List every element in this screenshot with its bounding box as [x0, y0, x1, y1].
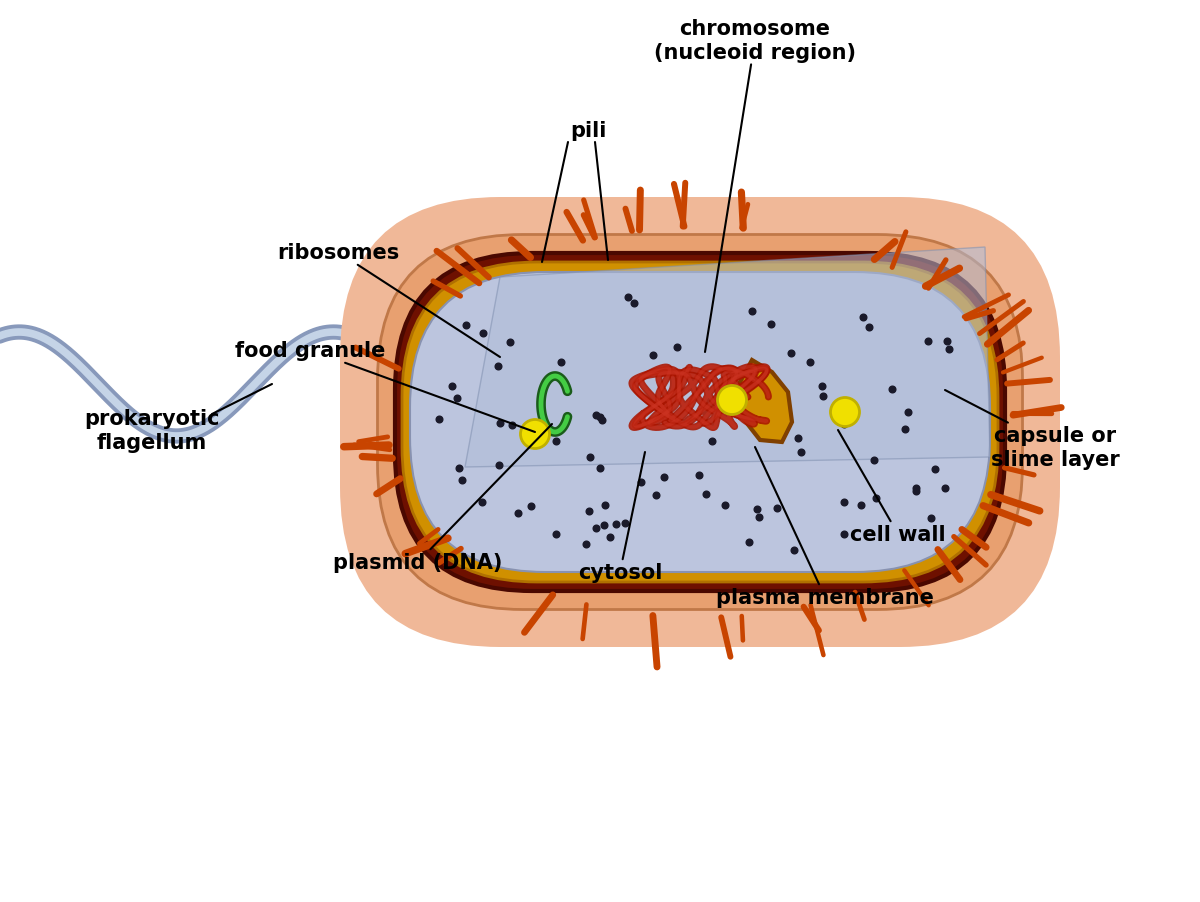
Text: chromosome
(nucleoid region): chromosome (nucleoid region) — [654, 19, 856, 353]
Circle shape — [830, 398, 859, 427]
Text: pili: pili — [570, 121, 606, 141]
Text: capsule or
slime layer: capsule or slime layer — [946, 391, 1120, 469]
Text: cytosol: cytosol — [578, 453, 662, 583]
FancyBboxPatch shape — [395, 253, 1006, 592]
Text: prokaryotic
flagellum: prokaryotic flagellum — [84, 409, 220, 452]
FancyBboxPatch shape — [378, 235, 1022, 610]
FancyBboxPatch shape — [340, 198, 1060, 648]
FancyBboxPatch shape — [410, 272, 990, 573]
FancyBboxPatch shape — [402, 262, 998, 583]
Circle shape — [718, 386, 746, 415]
Polygon shape — [740, 361, 792, 443]
Text: cell wall: cell wall — [838, 430, 946, 545]
Text: ribosomes: ribosomes — [277, 243, 500, 357]
Text: plasma membrane: plasma membrane — [716, 447, 934, 607]
Text: plasmid (DNA): plasmid (DNA) — [334, 425, 552, 573]
Circle shape — [521, 420, 550, 449]
Text: food granule: food granule — [235, 341, 535, 433]
Polygon shape — [464, 248, 990, 467]
